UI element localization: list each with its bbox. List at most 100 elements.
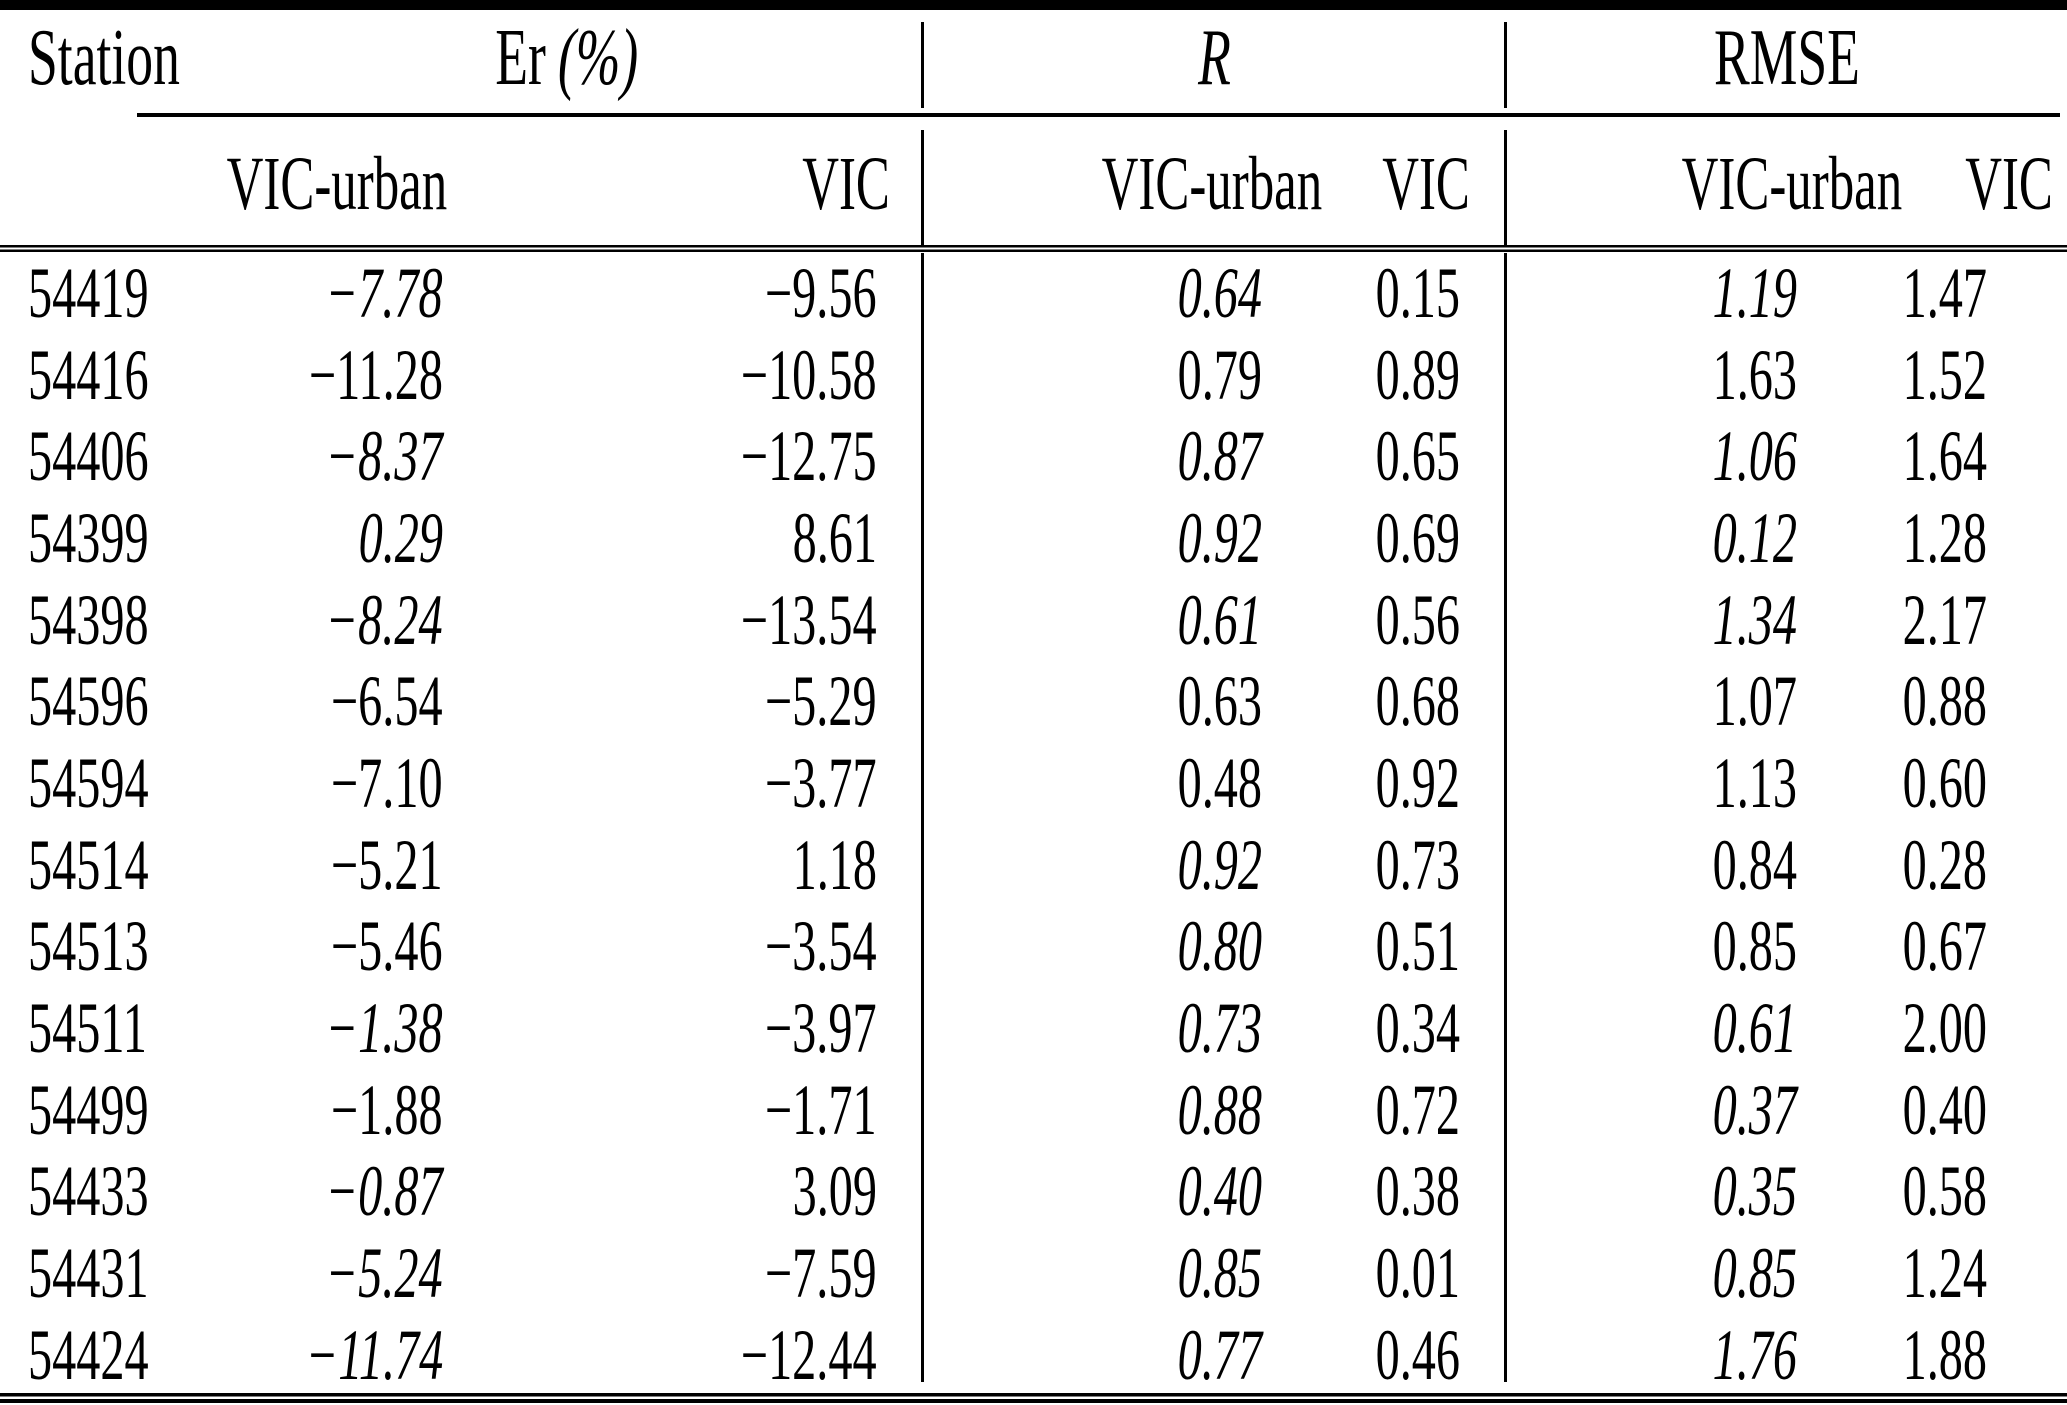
- value-cell-rmse-vic-urban: 1.13: [1712, 742, 1797, 823]
- station-cell: 54398: [28, 579, 149, 660]
- value-cell-r-vic-urban: 0.77: [1177, 1314, 1262, 1395]
- value-cell-rmse-vic: 0.58: [1902, 1151, 1987, 1232]
- value-cell-er-vic-urban: −8.37: [326, 416, 443, 497]
- value-cell-er-vic: −3.54: [765, 906, 877, 987]
- value-cell-er-vic: 1.18: [792, 824, 877, 905]
- subheader-rmse-vic: VIC: [1965, 142, 2053, 226]
- value-cell-er-vic-urban: −5.24: [326, 1233, 443, 1314]
- station-cell: 54514: [28, 824, 149, 905]
- r-header-label: R: [1198, 14, 1231, 102]
- value-cell-er-vic-urban: −11.28: [309, 334, 443, 415]
- value-cell-er-vic: −10.58: [741, 334, 877, 415]
- value-cell-rmse-vic: 1.88: [1902, 1314, 1987, 1395]
- table-bottom-rule: [0, 1393, 2067, 1403]
- value-cell-er-vic-urban: −1.88: [331, 1069, 443, 1150]
- value-cell-r-vic: 0.15: [1375, 252, 1460, 333]
- value-cell-er-vic: −12.75: [741, 416, 877, 497]
- station-cell: 54513: [28, 906, 149, 987]
- value-cell-er-vic-urban: −5.46: [331, 906, 443, 987]
- value-cell-rmse-vic-urban: 0.37: [1712, 1069, 1797, 1150]
- value-cell-rmse-vic: 0.67: [1902, 906, 1987, 987]
- value-cell-r-vic: 0.51: [1375, 906, 1460, 987]
- value-cell-r-vic: 0.34: [1375, 988, 1460, 1069]
- value-cell-rmse-vic: 1.47: [1902, 252, 1987, 333]
- value-cell-r-vic: 0.56: [1375, 579, 1460, 660]
- column-group-header-rmse: RMSE: [1506, 0, 2067, 116]
- station-cell: 54594: [28, 742, 149, 823]
- vertical-rule-er-r-header2: [921, 130, 924, 245]
- value-cell-rmse-vic-urban: 0.84: [1712, 824, 1797, 905]
- value-cell-er-vic: −7.59: [765, 1233, 877, 1314]
- value-cell-er-vic: −13.54: [741, 579, 877, 660]
- station-header-label: Station: [28, 14, 180, 102]
- value-cell-r-vic: 0.69: [1375, 497, 1460, 578]
- vertical-rule-er-r-header1: [921, 22, 924, 108]
- value-cell-r-vic-urban: 0.80: [1177, 906, 1262, 987]
- station-cell: 54431: [28, 1233, 149, 1314]
- value-cell-r-vic: 0.73: [1375, 824, 1460, 905]
- value-cell-r-vic: 0.72: [1375, 1069, 1460, 1150]
- station-cell: 54499: [28, 1069, 149, 1150]
- value-cell-rmse-vic-urban: 0.85: [1712, 1233, 1797, 1314]
- value-cell-r-vic-urban: 0.73: [1177, 988, 1262, 1069]
- rmse-header-label: RMSE: [1713, 14, 1860, 102]
- station-cell: 54433: [28, 1151, 149, 1232]
- value-cell-rmse-vic-urban: 1.63: [1712, 334, 1797, 415]
- value-cell-er-vic-urban: −5.21: [331, 824, 443, 905]
- value-cell-rmse-vic: 1.28: [1902, 497, 1987, 578]
- value-cell-rmse-vic: 0.88: [1902, 661, 1987, 742]
- value-cell-rmse-vic: 0.40: [1902, 1069, 1987, 1150]
- value-cell-rmse-vic-urban: 1.34: [1712, 579, 1797, 660]
- value-cell-r-vic-urban: 0.92: [1177, 497, 1262, 578]
- station-cell: 54399: [28, 497, 149, 578]
- value-cell-r-vic-urban: 0.48: [1177, 742, 1262, 823]
- value-cell-er-vic: −12.44: [741, 1314, 877, 1395]
- vertical-rule-r-rmse-header1: [1504, 22, 1507, 108]
- value-cell-er-vic-urban: 0.29: [358, 497, 443, 578]
- subheader-er-vic-urban: VIC-urban: [226, 142, 447, 226]
- value-cell-er-vic: −3.97: [765, 988, 877, 1069]
- station-cell: 54416: [28, 334, 149, 415]
- value-cell-r-vic-urban: 0.85: [1177, 1233, 1262, 1314]
- value-cell-er-vic: 3.09: [792, 1151, 877, 1232]
- column-group-header-er: Er (%): [210, 0, 923, 116]
- value-cell-er-vic-urban: −1.38: [326, 988, 443, 1069]
- subheader-er-vic: VIC: [802, 142, 890, 226]
- value-cell-er-vic: −5.29: [765, 661, 877, 742]
- value-cell-rmse-vic: 2.00: [1902, 988, 1987, 1069]
- value-cell-rmse-vic: 1.24: [1902, 1233, 1987, 1314]
- value-cell-r-vic: 0.38: [1375, 1151, 1460, 1232]
- value-cell-rmse-vic-urban: 0.61: [1712, 988, 1797, 1069]
- value-cell-er-vic-urban: −11.74: [305, 1314, 443, 1395]
- value-cell-rmse-vic: 1.64: [1902, 416, 1987, 497]
- station-cell: 54596: [28, 661, 149, 742]
- column-group-header-r: R: [923, 0, 1506, 116]
- value-cell-er-vic: −9.56: [765, 252, 877, 333]
- value-cell-r-vic-urban: 0.61: [1177, 579, 1262, 660]
- value-cell-er-vic-urban: −7.10: [331, 742, 443, 823]
- value-cell-er-vic-urban: −0.87: [326, 1151, 443, 1232]
- value-cell-rmse-vic-urban: 1.06: [1712, 416, 1797, 497]
- value-cell-rmse-vic-urban: 0.35: [1712, 1151, 1797, 1232]
- value-cell-er-vic: 8.61: [792, 497, 877, 578]
- value-cell-r-vic: 0.92: [1375, 742, 1460, 823]
- value-cell-r-vic: 0.68: [1375, 661, 1460, 742]
- station-cell: 54424: [28, 1314, 149, 1395]
- value-cell-r-vic-urban: 0.63: [1177, 661, 1262, 742]
- header-bottom-rule: [0, 245, 2067, 252]
- value-cell-r-vic-urban: 0.88: [1177, 1069, 1262, 1150]
- value-cell-er-vic: −1.71: [765, 1069, 877, 1150]
- value-cell-rmse-vic: 2.17: [1902, 579, 1987, 660]
- value-cell-rmse-vic-urban: 1.19: [1712, 252, 1797, 333]
- station-cell: 54406: [28, 416, 149, 497]
- empty-header-cell: [0, 116, 210, 252]
- vertical-rule-r-rmse-header2: [1504, 130, 1507, 245]
- value-cell-r-vic-urban: 0.40: [1177, 1151, 1262, 1232]
- value-cell-r-vic: 0.46: [1375, 1314, 1460, 1395]
- value-cell-r-vic: 0.65: [1375, 416, 1460, 497]
- value-cell-rmse-vic-urban: 1.07: [1712, 661, 1797, 742]
- value-cell-rmse-vic-urban: 1.76: [1712, 1314, 1797, 1395]
- column-header-station: Station: [0, 0, 210, 116]
